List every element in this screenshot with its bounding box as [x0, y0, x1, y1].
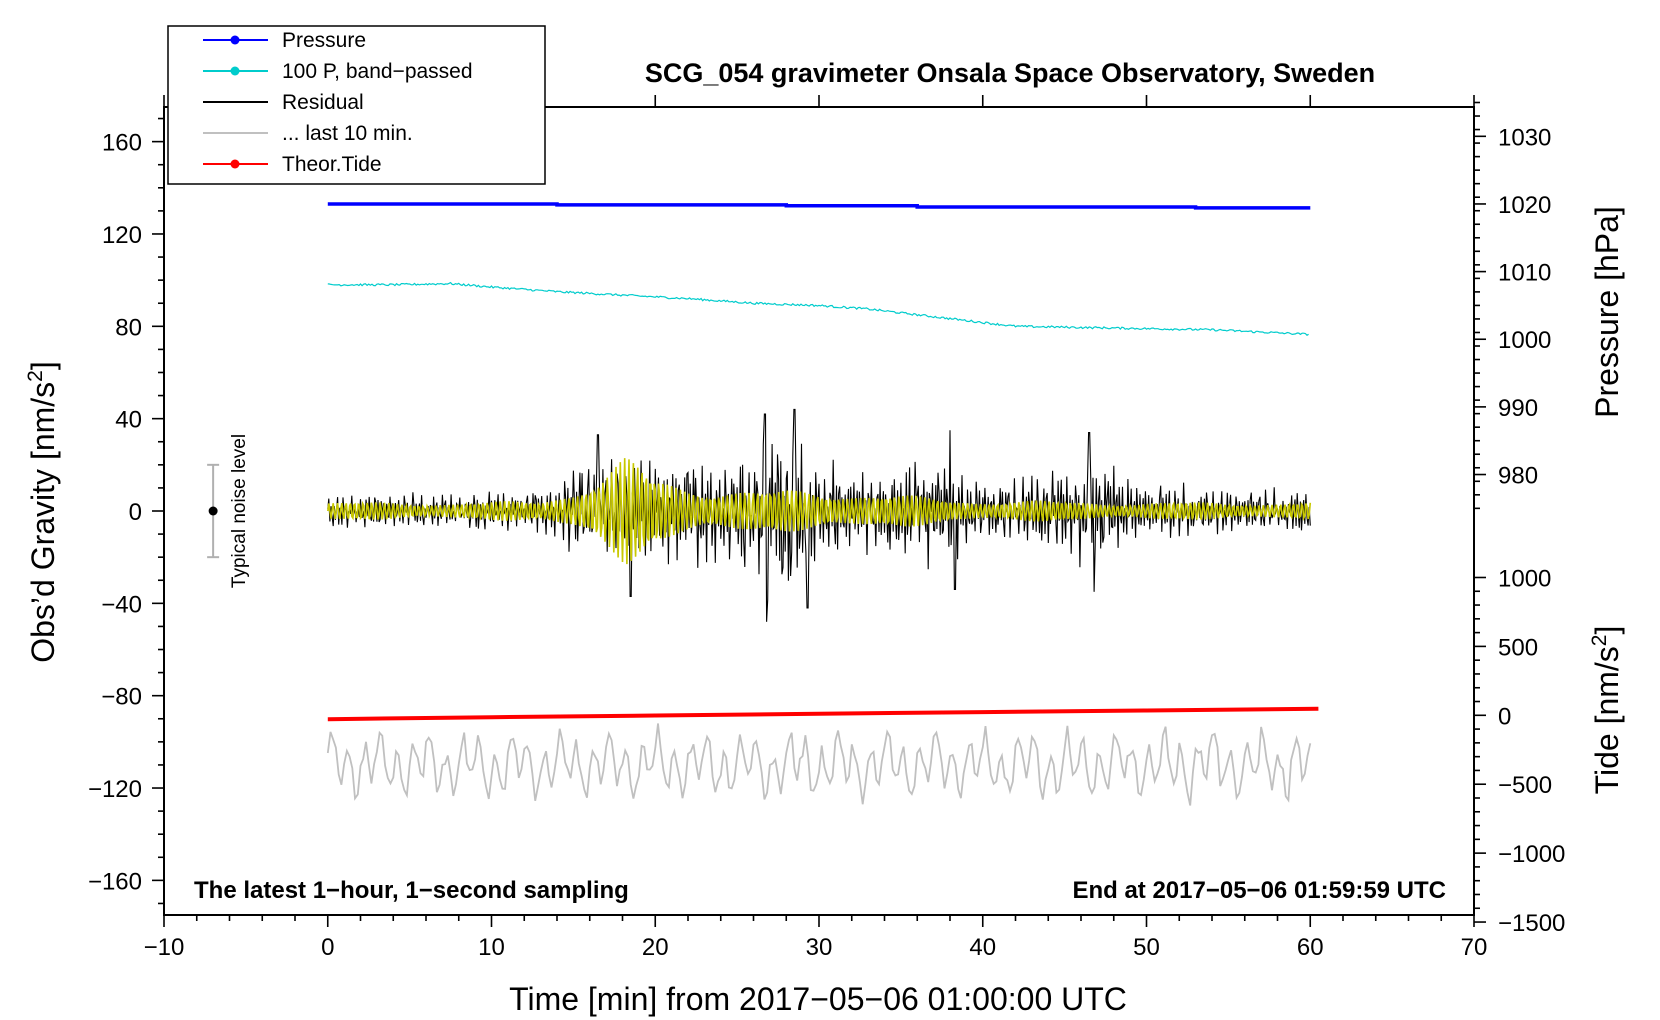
tide-tick-label: 500 [1498, 634, 1538, 661]
tide-tick-label: 1000 [1498, 565, 1551, 592]
tide-axis-title-main: Tide [nm/s [1589, 646, 1625, 794]
pressure-tick-label: 1000 [1498, 327, 1551, 354]
series-layer [326, 202, 1319, 806]
legend: Pressure 100 P, band−passed Residual ... la… [167, 25, 546, 185]
legend-label: Residual [282, 91, 364, 114]
legend-marker [230, 159, 240, 169]
annotation-bottom-left: The latest 1−hour, 1−second sampling [194, 877, 629, 904]
x-axis-ticks: −10 0 10 20 30 40 50 60 70 [144, 95, 1488, 961]
x-tick-label: 30 [806, 934, 833, 961]
y-axis-title-main: Obs’d Gravity [nm/s [25, 382, 61, 663]
pressure-tick-label: 980 [1498, 463, 1538, 490]
x-tick-label: 60 [1297, 934, 1324, 961]
y-tick-label: −160 [88, 868, 142, 895]
pressure-axis-title: Pressure [hPa] [1589, 206, 1625, 418]
x-axis-title: Time [min] from 2017−05−06 01:00:00 UTC [509, 981, 1127, 1017]
tide-tick-label: −500 [1498, 772, 1552, 799]
y-tick-label: 40 [115, 407, 142, 434]
y-tick-label: 80 [115, 314, 142, 341]
pressure-tick-label: 1030 [1498, 124, 1551, 151]
noise-bar-label: Typical noise level [229, 434, 250, 588]
y-tick-label: −40 [101, 591, 142, 618]
y-tick-label: −80 [101, 684, 142, 711]
legend-label: Pressure [282, 29, 366, 52]
legend-label: Theor.Tide [282, 153, 382, 176]
tide-axis-title-sup: 2 [1588, 635, 1611, 647]
x-tick-label: −10 [144, 934, 185, 961]
legend-label: 100 P, band−passed [282, 60, 473, 83]
legend-marker [230, 66, 240, 76]
x-tick-label: 20 [642, 934, 669, 961]
x-tick-label: 50 [1133, 934, 1160, 961]
series-line-last-10-min [326, 723, 1312, 806]
y-axis-ticks: 160 120 80 40 0 −40 −80 −120 −160 [88, 117, 164, 905]
y-axis-title-sup: 2 [24, 370, 47, 382]
pressure-tick-label: 990 [1498, 395, 1538, 422]
y-axis-title-close: ] [25, 361, 61, 370]
x-tick-label: 0 [321, 934, 334, 961]
pressure-tick-label: 1010 [1498, 260, 1551, 287]
tide-tick-label: 0 [1498, 703, 1511, 730]
annotation-bottom-right: End at 2017−05−06 01:59:59 UTC [1072, 877, 1446, 904]
tide-axis-title: Tide [nm/s2] [1588, 626, 1625, 795]
tide-tick-label: −1500 [1498, 910, 1565, 937]
x-tick-label: 40 [969, 934, 996, 961]
legend-box [167, 25, 546, 185]
pressure-tick-label: 1020 [1498, 192, 1551, 219]
y-tick-label: 120 [102, 222, 142, 249]
series-line-tide [327, 706, 1319, 722]
legend-label: ... last 10 min. [282, 122, 413, 145]
tide-axis-title-close: ] [1589, 626, 1625, 635]
y-axis-title: Obs’d Gravity [nm/s2] [24, 361, 61, 663]
y-tick-label: 160 [102, 130, 142, 157]
pressure-axis-ticks: 1030 1020 1010 1000 990 980 [1474, 101, 1551, 510]
x-tick-label: 70 [1461, 934, 1488, 961]
series-line-pressure [327, 202, 1311, 210]
series-line-band-passed [327, 281, 1309, 336]
tide-axis-ticks: 1000 500 0 −500 −1000 −1500 [1474, 565, 1565, 937]
chart-title: SCG_054 gravimeter Onsala Space Observat… [645, 58, 1375, 88]
series-line-residual-filtered [327, 458, 1312, 565]
x-tick-label: 10 [478, 934, 505, 961]
noise-bar-group: Typical noise level [207, 434, 250, 588]
y-tick-label: 0 [129, 499, 142, 526]
legend-marker [230, 35, 240, 45]
noise-bar-dot [208, 506, 218, 516]
tide-tick-label: −1000 [1498, 841, 1565, 868]
y-tick-label: −120 [88, 776, 142, 803]
